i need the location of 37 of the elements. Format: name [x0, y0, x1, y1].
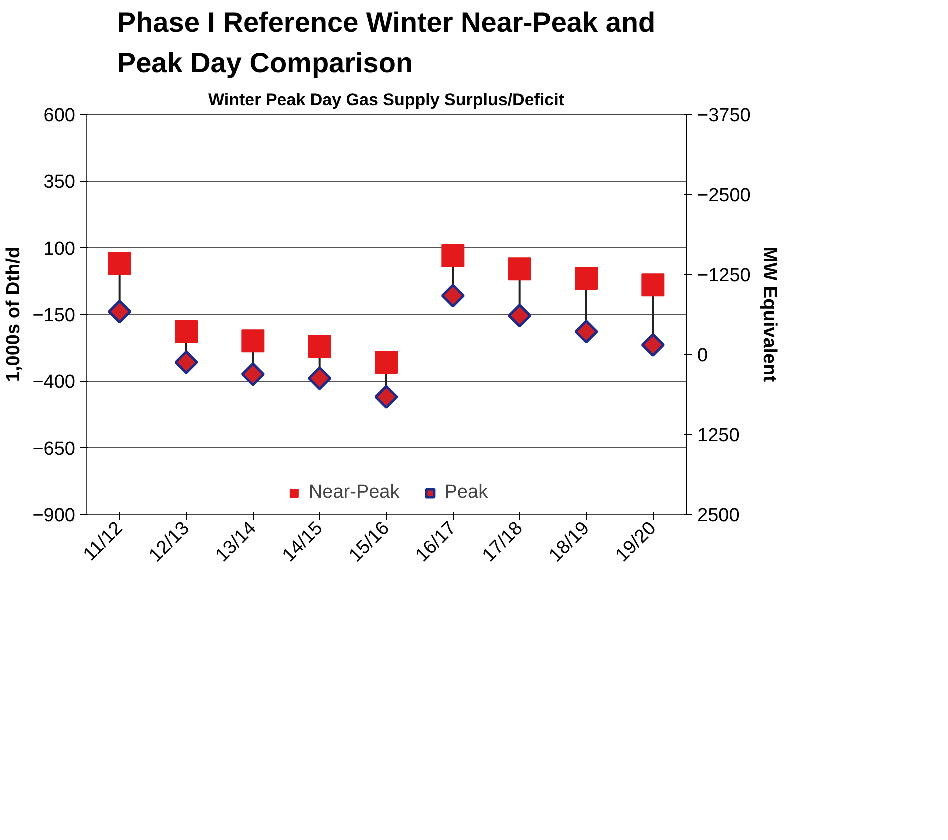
point [508, 258, 532, 281]
y2-tick-label: −1250 [698, 266, 751, 286]
y2-tick-label: 2500 [698, 506, 740, 526]
point [108, 300, 132, 324]
point [108, 252, 132, 276]
y2-tick-label: 0 [698, 346, 708, 366]
point [308, 335, 332, 358]
y2-tick-label: 1250 [698, 426, 740, 446]
chart-title: Phase I Reference Winter Near-Peak and Peak Day Comparison [117, 7, 656, 78]
point [575, 267, 598, 290]
y2-tick-label: −3750 [698, 106, 751, 126]
point [241, 362, 266, 386]
point [441, 284, 466, 308]
y-tick-label: −400 [32, 372, 76, 394]
legend-label: Near-Peak [308, 482, 400, 504]
point [574, 320, 598, 344]
y-tick-label: 350 [44, 172, 76, 194]
y-tick-label: −150 [32, 306, 76, 326]
point [508, 304, 532, 328]
point [308, 366, 332, 390]
point [175, 320, 198, 344]
y-axis-title: 1,000s of Dth/d [4, 246, 25, 382]
y2-tick-label: −2500 [698, 186, 751, 206]
y2-axis-title: MW Equivalent [758, 246, 780, 383]
point [375, 351, 398, 374]
y-tick-label: −650 [32, 438, 76, 460]
y-tick-label: 600 [44, 106, 76, 126]
point [174, 350, 198, 374]
chart-subtitle: Winter Peak Day Gas Supply Surplus/Deficit [208, 90, 565, 110]
point [642, 274, 665, 297]
point [442, 244, 465, 268]
legend-label: Peak [444, 482, 488, 504]
point [374, 385, 398, 410]
point [242, 330, 265, 353]
y-tick-label: 100 [44, 238, 76, 260]
point [641, 333, 666, 358]
y-tick-label: −900 [32, 506, 76, 526]
